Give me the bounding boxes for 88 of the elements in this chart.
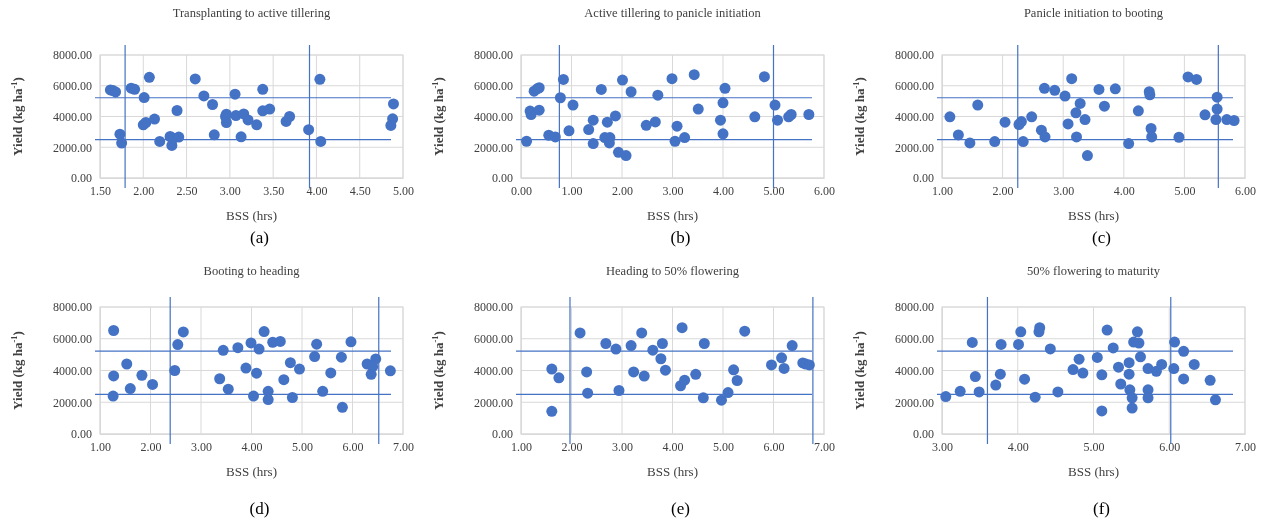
x-tick-label: 2.00 [133,183,155,198]
text: (b) [670,228,691,247]
chart-title: 50% flowering to maturity [1027,264,1161,278]
x-tick-label: 4.00 [1113,183,1135,198]
y-tick-label: 4000.00 [53,363,92,378]
x-tick-label: 2.50 [176,183,198,198]
y-tick-label: 4000.00 [895,363,934,378]
x-tick-label: 3.00 [219,183,241,198]
x-tick-label: 3.00 [191,439,212,454]
x-tick-label: 6.00 [814,183,835,198]
y-tick-label: 8000.00 [474,48,513,63]
text: (f) [1093,499,1110,518]
x-axis-title: BSS (hrs) [226,464,277,479]
y-tick-label: 2000.00 [474,140,513,155]
x-tick-label: 5.00 [292,439,313,454]
x-tick-label: 5.00 [1083,439,1105,454]
text: (c) [1092,228,1111,247]
x-axis-title: BSS (hrs) [1068,464,1119,479]
chart-title: Heading to 50% flowering [606,264,740,278]
y-tick-label: 4000.00 [53,109,92,124]
y-tick-label: 0.00 [71,427,92,442]
x-tick-label: 3.00 [662,183,684,198]
x-tick-label: 2.00 [612,183,633,198]
y-tick-label: 4000.00 [474,109,513,124]
x-tick-label: 3.00 [612,439,633,454]
y-tick-label: 0.00 [492,427,513,442]
x-tick-label: 4.00 [241,439,263,454]
chart-title: Panicle initiation to booting [1023,6,1164,20]
chart-title: Active tillering to panicle initiation [584,6,762,20]
x-tick-label: 0.00 [511,183,532,198]
x-tick-label: 1.00 [90,439,111,454]
x-tick-label: 2.00 [140,439,162,454]
x-tick-label: 5.00 [393,183,414,198]
x-axis-title: BSS (hrs) [647,464,698,479]
y-tick-label: 6000.00 [53,79,92,94]
y-tick-label: 4000.00 [474,363,513,378]
y-tick-label: 6000.00 [474,332,513,347]
y-tick-label: 0.00 [492,171,513,186]
x-tick-label: 4.00 [713,183,734,198]
x-tick-label: 7.00 [393,439,414,454]
x-tick-label: 2.00 [561,439,583,454]
y-tick-label: 2000.00 [895,140,934,155]
y-tick-label: 0.00 [913,427,934,442]
x-tick-label: 7.00 [1235,439,1256,454]
x-tick-label: 6.00 [342,439,364,454]
y-tick-label: 2000.00 [895,395,934,410]
y-tick-label: 6000.00 [895,332,934,347]
x-tick-label: 6.00 [1235,183,1256,198]
x-tick-label: 4.50 [349,183,371,198]
x-tick-label: 2.00 [992,183,1014,198]
x-tick-label: 6.00 [763,439,785,454]
x-tick-label: 5.00 [713,439,734,454]
x-tick-label: 1.00 [511,439,532,454]
y-tick-label: 6000.00 [474,79,513,94]
y-tick-label: 0.00 [913,171,934,186]
chart-title: Transplanting to active tillering [172,6,331,20]
x-tick-label: 1.00 [561,183,583,198]
text: (e) [671,499,690,518]
y-tick-label: 8000.00 [53,300,92,315]
y-tick-label: 8000.00 [53,48,92,63]
x-tick-label: 5.00 [763,183,785,198]
x-tick-label: 1.50 [90,183,111,198]
x-tick-label: 3.00 [932,439,953,454]
y-tick-label: 6000.00 [53,332,92,347]
x-tick-label: 3.00 [1053,183,1075,198]
x-tick-label: 6.00 [1159,439,1181,454]
x-axis-title: BSS (hrs) [226,208,277,223]
x-tick-label: 4.00 [662,439,684,454]
x-axis-title: BSS (hrs) [647,208,698,223]
y-tick-label: 8000.00 [895,48,934,63]
y-tick-label: 2000.00 [474,395,513,410]
x-tick-label: 1.00 [932,183,953,198]
x-tick-label: 4.00 [306,183,328,198]
x-tick-label: 5.00 [1174,183,1196,198]
x-tick-label: 7.00 [814,439,835,454]
text: (a) [250,228,269,247]
x-axis-title: BSS (hrs) [1068,208,1119,223]
text: (d) [249,499,270,518]
y-tick-label: 8000.00 [895,300,934,315]
y-tick-label: 6000.00 [895,79,934,94]
y-tick-label: 2000.00 [53,140,92,155]
y-tick-label: 2000.00 [53,395,92,410]
x-tick-label: 4.00 [1007,439,1029,454]
y-tick-label: 8000.00 [474,300,513,315]
y-tick-label: 4000.00 [895,109,934,124]
chart-title: Booting to heading [203,264,301,278]
y-tick-label: 0.00 [71,171,92,186]
x-tick-label: 3.50 [263,183,285,198]
